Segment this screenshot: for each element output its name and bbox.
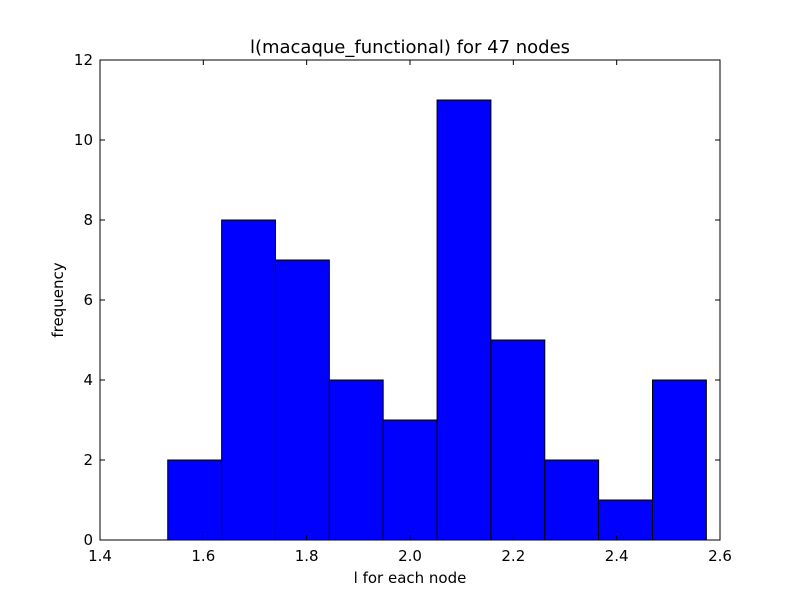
- y-tick-label: 0: [83, 531, 93, 549]
- histogram-bar-4: [328, 379, 384, 541]
- y-tick-label: 2: [83, 451, 93, 469]
- y-tick-label: 10: [74, 131, 93, 149]
- histogram-bar-8: [544, 459, 600, 541]
- y-tick-label: 4: [83, 371, 93, 389]
- x-tick-label: 1.6: [191, 547, 215, 565]
- chart-title: l(macaque_functional) for 47 nodes: [250, 37, 570, 58]
- x-tick-label: 2.4: [605, 547, 629, 565]
- x-tick-label: 1.4: [88, 547, 112, 565]
- histogram-bar-3: [274, 259, 330, 541]
- y-tick-label: 6: [83, 291, 93, 309]
- x-tick-label: 1.8: [295, 547, 319, 565]
- histogram-bar-5: [382, 419, 438, 541]
- y-axis-label: frequency: [49, 262, 67, 337]
- plot-frame: [99, 59, 721, 541]
- histogram-bar-6: [436, 99, 492, 541]
- x-tick-label: 2.0: [398, 547, 422, 565]
- x-tick-label: 2.6: [708, 547, 732, 565]
- histogram-bar-9: [598, 499, 654, 541]
- histogram-bar-2: [221, 219, 276, 541]
- histogram-bar-10: [652, 379, 707, 541]
- y-tick-label: 12: [74, 51, 93, 69]
- histogram-bar-7: [490, 339, 546, 541]
- bars-group: [167, 99, 707, 541]
- histogram-bar-1: [167, 459, 223, 541]
- x-tick-label: 2.2: [501, 547, 525, 565]
- y-tick-label: 8: [83, 211, 93, 229]
- x-axis-label: l for each node: [354, 569, 467, 587]
